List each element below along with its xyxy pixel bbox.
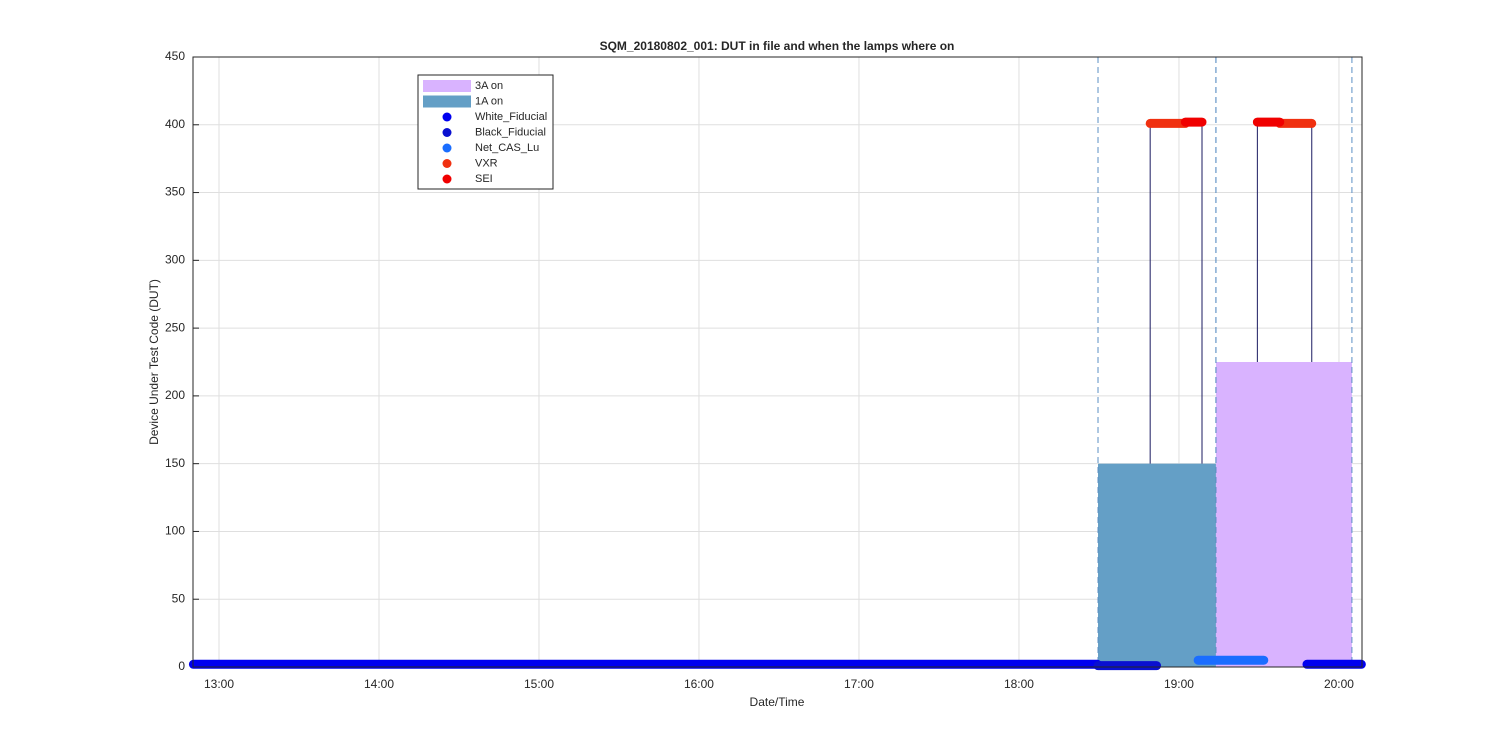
chart-title: SQM_20180802_001: DUT in file and when t… xyxy=(600,39,955,53)
x-tick-label: 20:00 xyxy=(1324,677,1354,691)
legend-marker xyxy=(442,143,452,153)
legend-box xyxy=(417,74,554,190)
area xyxy=(1098,463,1216,667)
legend-label: VXR xyxy=(475,157,498,169)
y-tick-label: 300 xyxy=(165,253,185,267)
y-tick-label: 450 xyxy=(165,49,185,63)
legend-label: White_Fiducial xyxy=(475,111,547,123)
legend-marker xyxy=(442,128,452,137)
legend-label: 1A on xyxy=(475,95,503,107)
x-tick-label: 15:00 xyxy=(524,677,554,691)
x-tick-label: 16:00 xyxy=(684,677,714,691)
area xyxy=(1215,362,1352,667)
y-tick-label: 50 xyxy=(172,591,186,605)
legend-label: Net_CAS_Lu xyxy=(475,142,539,154)
x-tick-label: 19:00 xyxy=(1164,677,1194,691)
legend-label: SEI xyxy=(475,173,493,185)
legend-marker xyxy=(442,159,452,168)
x-axis-label: Date/Time xyxy=(750,695,805,709)
y-tick-label: 350 xyxy=(165,185,185,199)
legend-label: 3A on xyxy=(475,80,503,92)
x-tick-label: 18:00 xyxy=(1004,677,1034,691)
y-axis-label: Device Under Test Code (DUT) xyxy=(147,279,161,445)
x-tick-label: 17:00 xyxy=(844,677,874,691)
legend-marker xyxy=(442,174,452,184)
legend-swatch xyxy=(423,80,471,92)
y-tick-label: 400 xyxy=(165,117,185,131)
y-tick-label: 150 xyxy=(165,456,185,470)
x-tick-label: 14:00 xyxy=(364,677,394,691)
x-tick-label: 13:00 xyxy=(204,677,234,691)
y-tick-label: 0 xyxy=(178,659,185,673)
y-tick-label: 100 xyxy=(165,524,185,538)
plot-frame xyxy=(192,56,1363,668)
y-tick-label: 200 xyxy=(165,388,185,402)
y-tick-label: 250 xyxy=(165,320,185,334)
legend-label: Black_Fiducial xyxy=(475,126,546,138)
legend-swatch xyxy=(423,95,471,108)
legend-marker xyxy=(442,112,452,122)
